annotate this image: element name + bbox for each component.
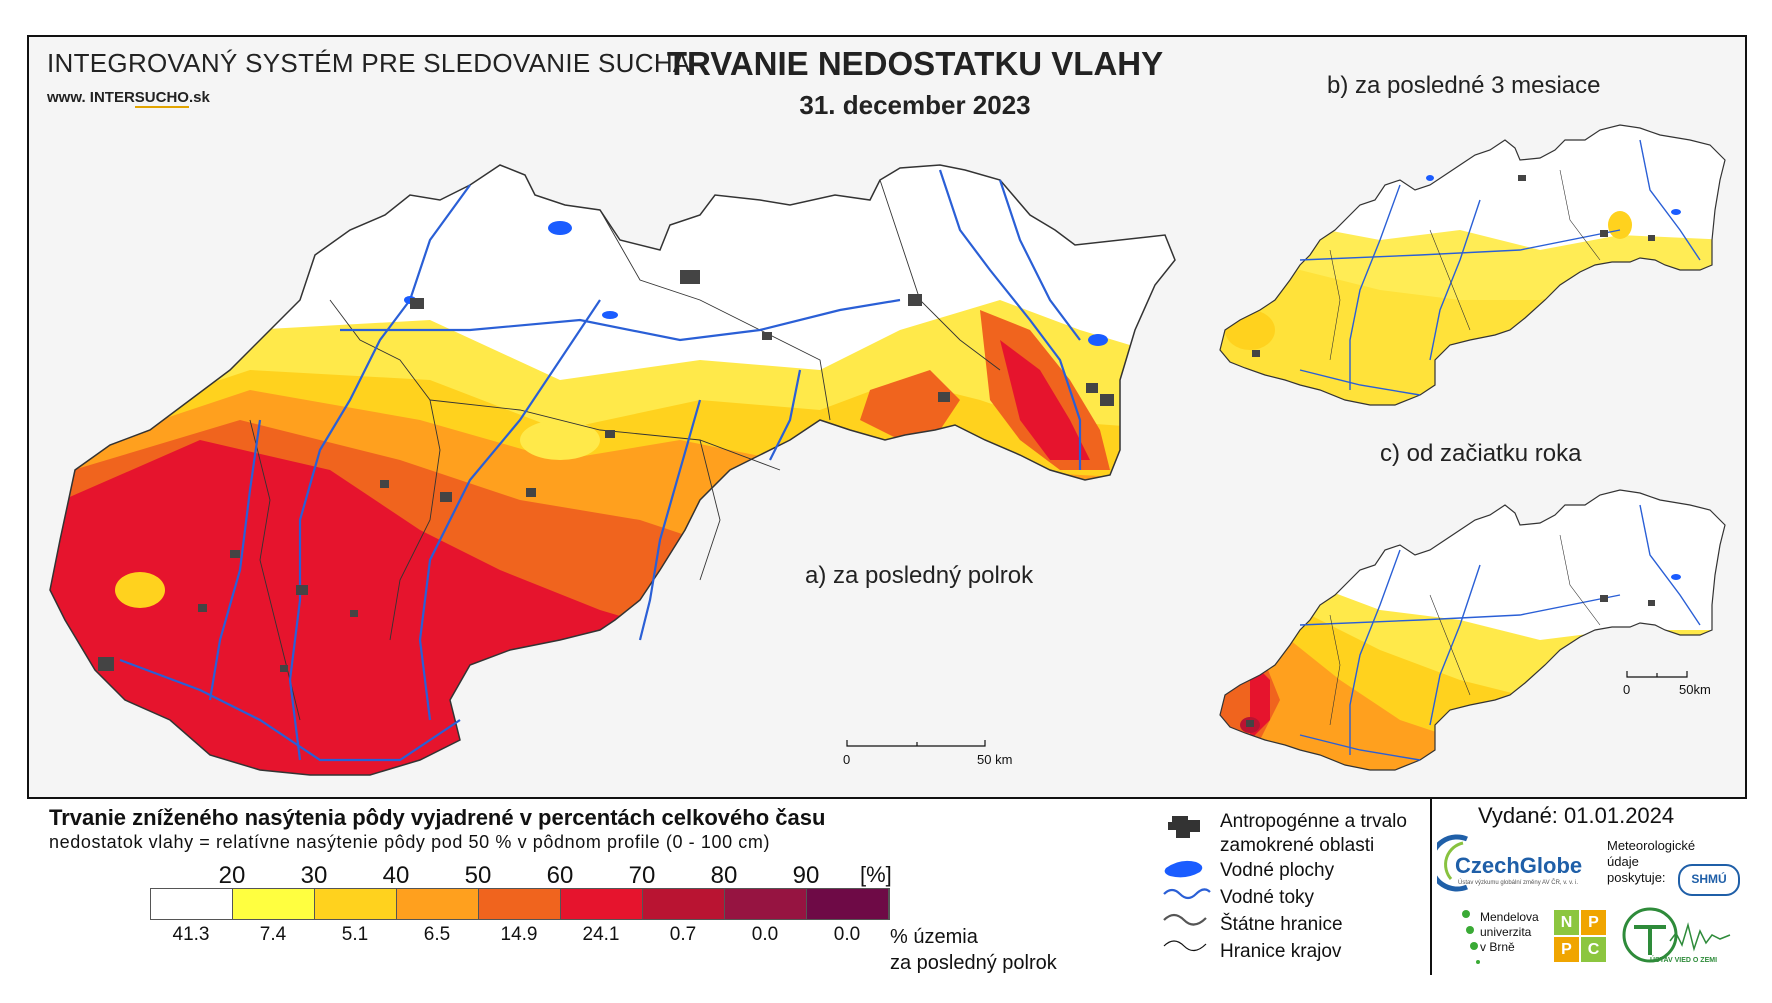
legend-percentage: 7.4: [259, 924, 287, 945]
main-map-rivers: [119, 169, 1082, 762]
nppc-logo: N P P C: [1554, 910, 1606, 962]
map-c-water-bodies: [1671, 574, 1681, 580]
symbol-state-border-label: Štátne hranice: [1220, 914, 1343, 935]
state-border-icon: [1163, 913, 1207, 926]
map-b-water-bodies: [1426, 175, 1681, 215]
legend-percentage: 41.3: [172, 924, 210, 945]
main-map-urban-areas: [98, 270, 1114, 672]
legend-threshold: 50: [464, 862, 492, 889]
symbol-urban-label: Antropogénne a trvalo zamokrené oblasti: [1220, 811, 1407, 856]
legend-threshold: 60: [546, 862, 574, 889]
legend-percentage: 24.1: [582, 924, 620, 945]
system-title: INTEGROVANÝ SYSTÉM PRE SLEDOVANIE SUCHA: [47, 48, 691, 78]
shmu-logo: SHMÚ: [1678, 864, 1740, 896]
legend-swatch: [643, 889, 725, 919]
legend-swatch: [561, 889, 643, 919]
panel-b-label: b) za posledné 3 mesiace: [1327, 72, 1601, 99]
map-b-region-borders: [1329, 169, 1601, 361]
main-scale-end: 50 km: [977, 752, 1013, 767]
legend-panel: [27, 797, 1747, 975]
meteo-provider-text: Meteorologické údaje poskytuje:: [1607, 838, 1696, 885]
main-map-water-bodies: [404, 221, 1108, 346]
main-scale-bar: [846, 740, 986, 747]
czechglobe-subtitle: Ústav výzkumu globální změny AV ČR, v. v…: [1458, 880, 1579, 886]
legend-subtitle: nedostatok vlahy = relatívne nasýtenie p…: [49, 832, 771, 852]
legend-color-scale: [150, 888, 890, 920]
legend-threshold: 90: [792, 862, 820, 889]
symbol-river-label: Vodné toky: [1220, 887, 1315, 908]
map-date: 31. december 2023: [799, 90, 1031, 120]
legend-percentage: 0.7: [669, 924, 697, 945]
map-b-urban-areas: [1252, 175, 1655, 357]
main-map: [50, 165, 1175, 775]
small-scale-bar: [1626, 671, 1688, 678]
legend-swatch: [397, 889, 479, 919]
czechglobe-name: CzechGlobe: [1455, 853, 1583, 878]
legend-percentage: 0.0: [833, 924, 861, 945]
legend-percentage: 6.5: [423, 924, 451, 945]
region-border-icon: [1163, 940, 1207, 952]
legend-threshold: 30: [300, 862, 328, 889]
urban-area-icon: [1168, 816, 1200, 838]
map-b-rivers: [1299, 139, 1701, 396]
mendel-university-text: Mendelova univerzita v Brně: [1480, 910, 1539, 954]
legend-swatch: [315, 889, 397, 919]
map-title: TRVANIE NEDOSTATKU VLAHY: [666, 45, 1164, 82]
website-url[interactable]: www. INTERSUCHO.sk: [47, 89, 210, 108]
legend-swatch: [151, 889, 233, 919]
symbol-region-border-label: Hranice krajov: [1220, 941, 1342, 962]
map-c-region-borders: [1329, 534, 1601, 726]
map-b: [1220, 125, 1725, 405]
legend-threshold: 80: [710, 862, 738, 889]
map-c-rivers: [1299, 504, 1701, 761]
legend-swatch: [807, 889, 889, 919]
ustav-text: ÚSTAV VIED O ZEMI: [1650, 957, 1718, 964]
panel-c-label: c) od začiatku roka: [1380, 440, 1582, 467]
legend-swatch: [725, 889, 807, 919]
small-scale-zero: 0: [1623, 682, 1631, 697]
river-icon: [1163, 888, 1211, 900]
mendel-dots-icon: [1462, 910, 1480, 964]
legend-threshold: 40: [382, 862, 410, 889]
legend-threshold: 20: [218, 862, 246, 889]
legend-percentage: 5.1: [341, 924, 369, 945]
main-scale-zero: 0: [843, 752, 851, 767]
issued-date: Vydané: 01.01.2024: [1478, 803, 1675, 828]
legend-swatch: [233, 889, 315, 919]
legend-unit: [%]: [860, 862, 892, 887]
legend-threshold: 70: [628, 862, 656, 889]
issued-panel: [1430, 797, 1747, 975]
legend-percentage: 14.9: [500, 924, 538, 945]
symbol-icons: [1163, 816, 1211, 952]
panel-a-label: a) za posledný polrok: [805, 562, 1034, 589]
legend-percent-caption: % územia za posledný polrok: [890, 926, 1057, 974]
legend-swatch: [479, 889, 561, 919]
symbol-water-label: Vodné plochy: [1220, 860, 1335, 881]
small-scale-end: 50km: [1679, 682, 1711, 697]
map-c: [1220, 490, 1725, 770]
czechglobe-logo: [1437, 834, 1468, 892]
legend-percentage: 0.0: [751, 924, 779, 945]
legend-title: Trvanie zníženého nasýtenia pôdy vyjadre…: [49, 805, 826, 830]
water-body-icon: [1164, 860, 1203, 878]
map-c-urban-areas: [1246, 595, 1655, 727]
ustav-vied-o-zemi-logo: [1622, 907, 1731, 963]
